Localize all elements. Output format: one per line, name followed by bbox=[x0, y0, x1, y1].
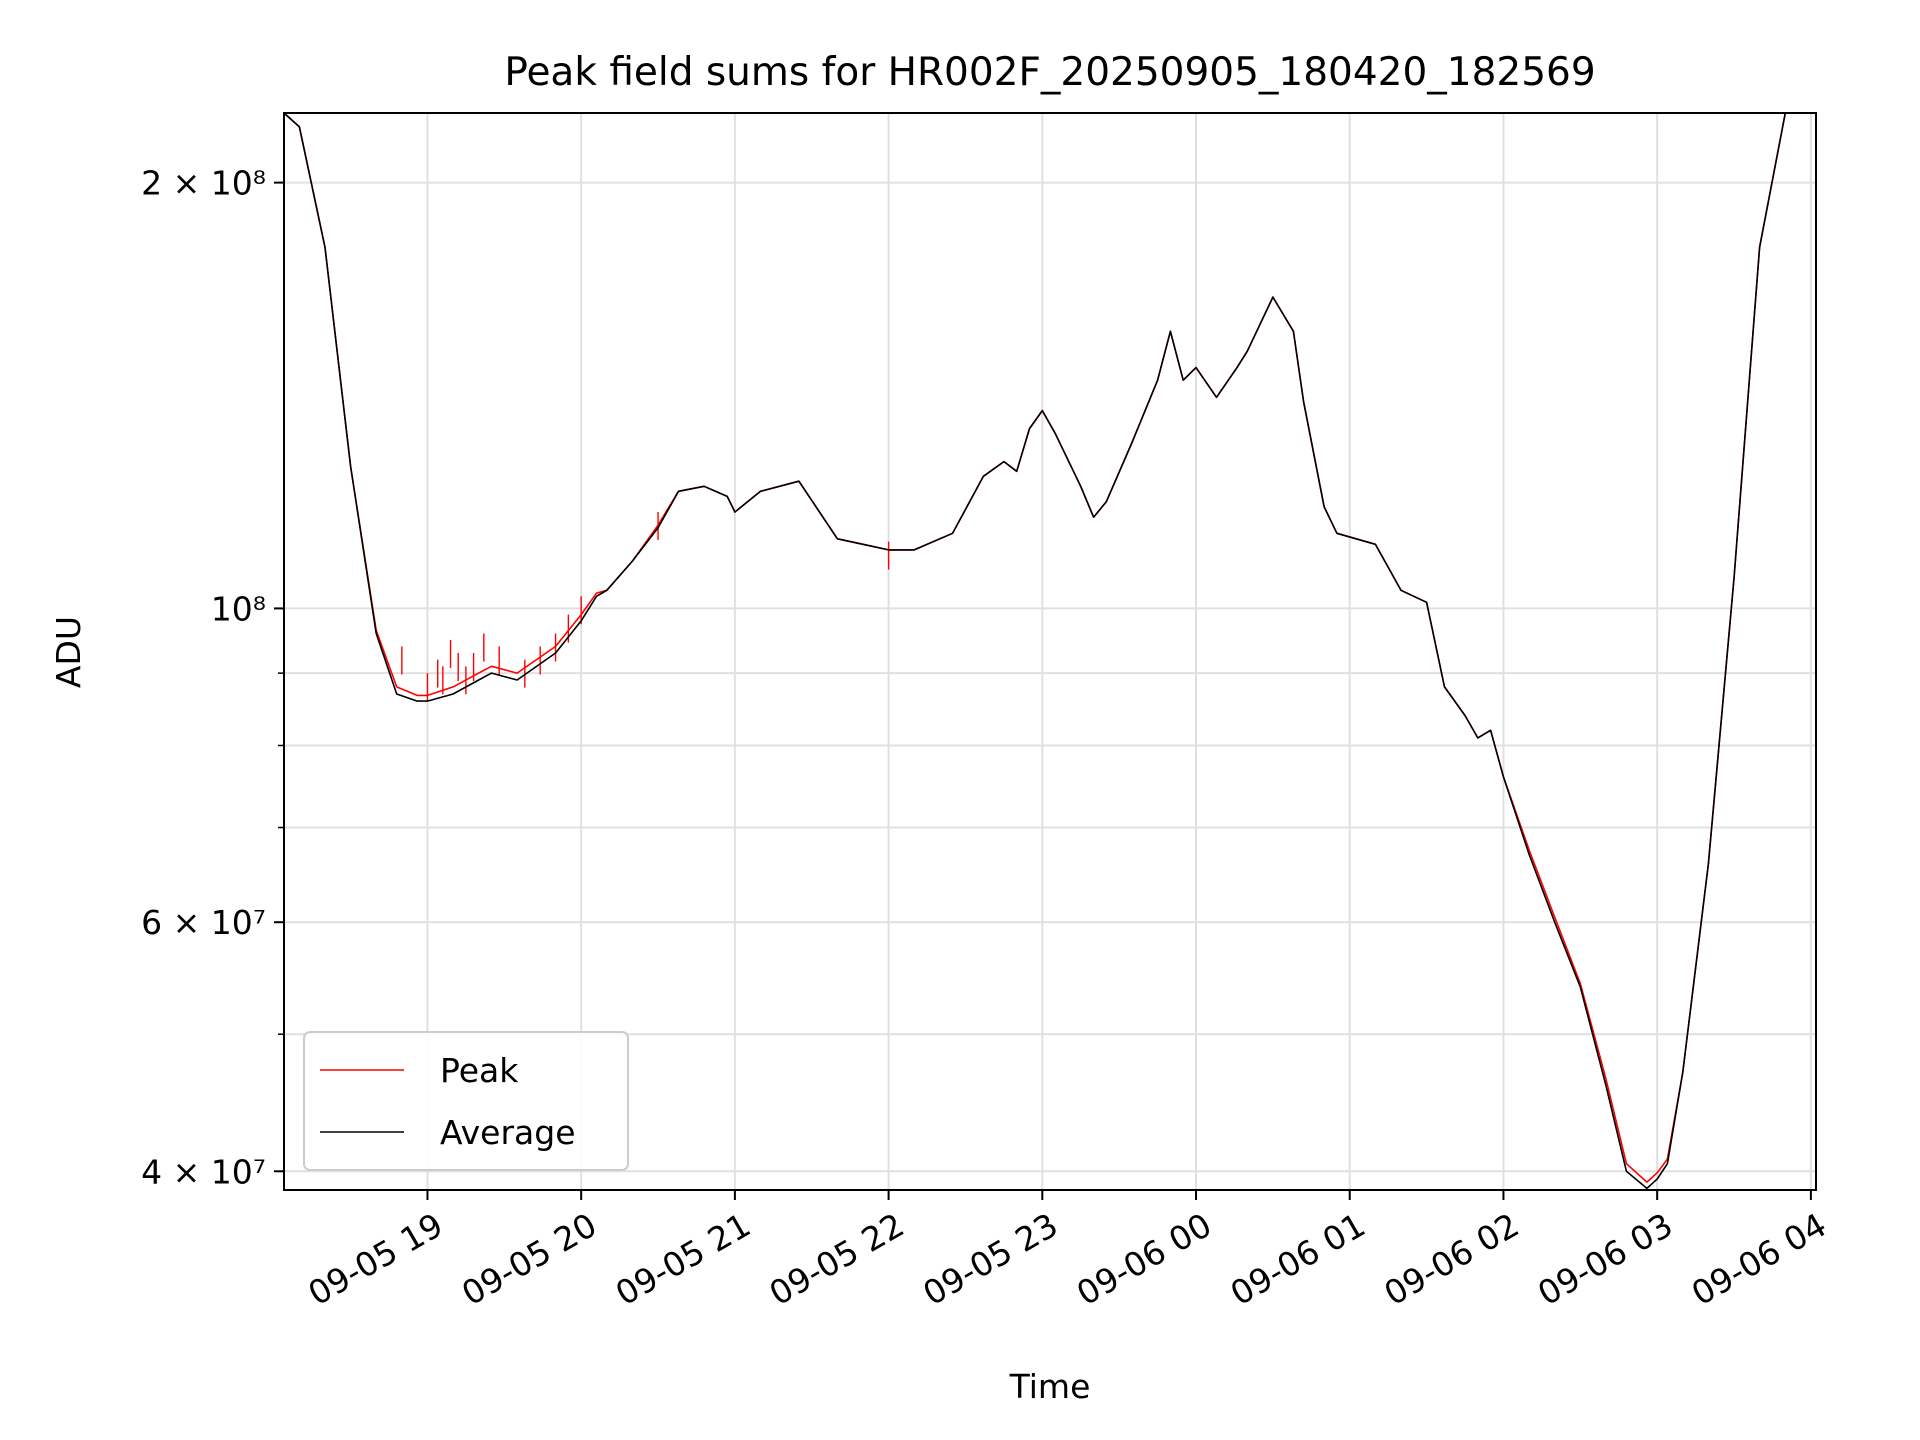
grid-lines bbox=[284, 113, 1816, 1190]
y-axis-label: ADU bbox=[49, 616, 88, 688]
legend-label-average: Average bbox=[440, 1113, 576, 1152]
legend-box bbox=[303, 1031, 629, 1171]
chart-title: Peak field sums for HR002F_20250905_1804… bbox=[504, 50, 1595, 95]
series-layer bbox=[283, 112, 1816, 1190]
legend: Peak Average bbox=[303, 1031, 629, 1171]
legend-label-peak: Peak bbox=[440, 1051, 519, 1090]
y-tick-label: 10⁸ bbox=[211, 589, 266, 628]
y-tick-label: 4 × 10⁷ bbox=[141, 1152, 266, 1191]
series-line-average bbox=[283, 112, 1816, 1190]
x-axis-label: Time bbox=[1009, 1367, 1091, 1406]
y-tick-label: 2 × 10⁸ bbox=[141, 164, 266, 203]
y-tick-label: 6 × 10⁷ bbox=[141, 903, 266, 942]
plot-frame bbox=[283, 112, 1817, 1191]
